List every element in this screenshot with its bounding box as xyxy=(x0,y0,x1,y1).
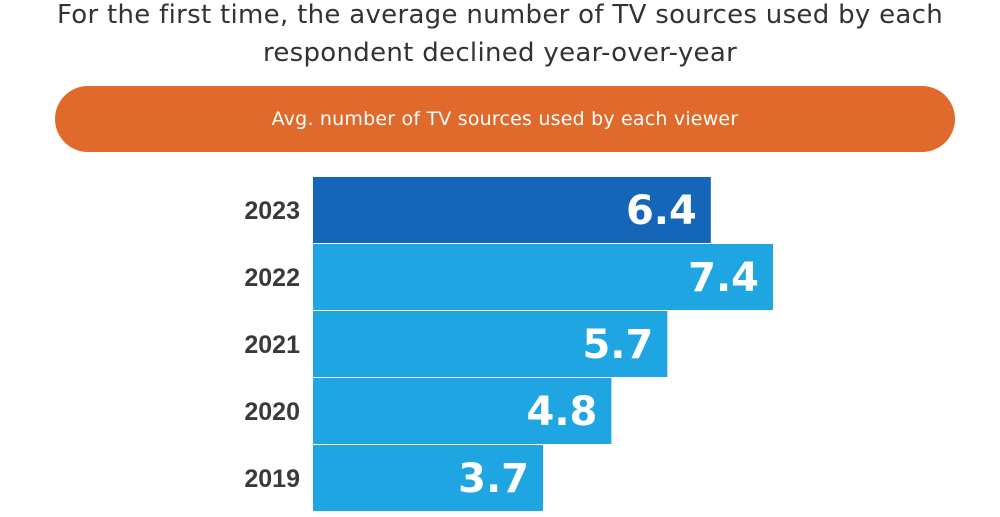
category-label-2020: 2020 xyxy=(244,398,300,426)
category-label-2021: 2021 xyxy=(244,331,300,359)
category-label-2022: 2022 xyxy=(244,264,300,292)
bar-2019 xyxy=(313,445,543,511)
value-label-2020: 4.8 xyxy=(527,389,598,435)
value-label-2022: 7.4 xyxy=(688,255,759,301)
bar-2021 xyxy=(313,311,668,377)
headline-line-1: For the first time, the average number o… xyxy=(56,0,944,30)
bar-2022 xyxy=(313,244,773,310)
headline-line-2: respondent declined year-over-year xyxy=(262,38,738,68)
chart-title-banner: Avg. number of TV sources used by each v… xyxy=(55,86,955,152)
chart-title: Avg. number of TV sources used by each v… xyxy=(271,108,739,130)
bar-2020 xyxy=(313,378,612,444)
category-label-2023: 2023 xyxy=(244,197,300,225)
value-label-2023: 6.4 xyxy=(626,188,697,234)
bar-2023 xyxy=(313,177,711,243)
category-label-2019: 2019 xyxy=(244,465,300,493)
value-label-2021: 5.7 xyxy=(582,322,653,368)
value-label-2019: 3.7 xyxy=(458,456,529,502)
